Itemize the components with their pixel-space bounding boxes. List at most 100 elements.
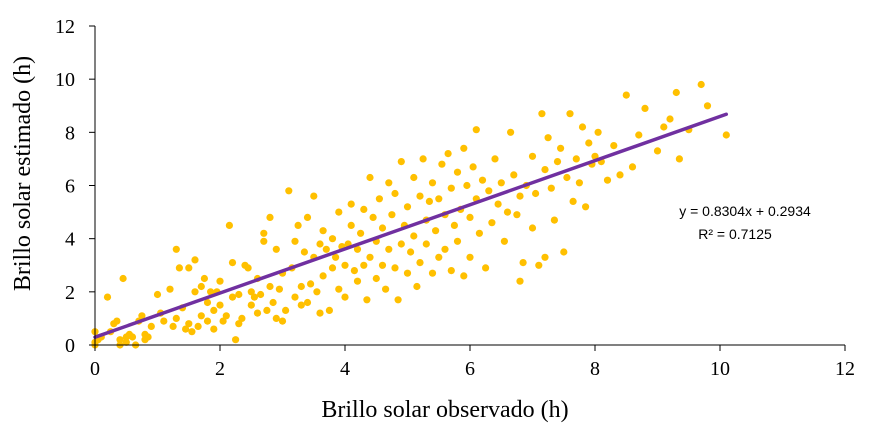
y-tick-label: 12 (55, 16, 75, 38)
data-point (172, 245, 180, 253)
data-point (575, 179, 584, 187)
data-point (300, 248, 308, 256)
data-point (316, 309, 324, 317)
data-point (244, 264, 252, 272)
data-point (532, 189, 540, 198)
data-point (235, 320, 243, 328)
data-point (297, 282, 305, 291)
data-point (219, 317, 227, 325)
data-point (478, 176, 487, 184)
data-point (200, 274, 208, 283)
data-point (435, 253, 443, 261)
data-point (591, 152, 599, 160)
data-point (313, 288, 321, 296)
data-point (103, 293, 112, 301)
data-point (391, 189, 399, 198)
data-point (497, 179, 505, 187)
data-point (563, 173, 571, 182)
data-point (169, 322, 177, 330)
data-point (441, 245, 449, 253)
data-point (453, 168, 462, 176)
data-point (722, 131, 730, 139)
data-point (325, 306, 333, 314)
trendline (93, 112, 728, 339)
data-point (228, 259, 237, 267)
data-point (403, 203, 412, 211)
data-point (119, 274, 127, 283)
x-tick-label: 10 (710, 358, 730, 380)
data-point (347, 221, 355, 229)
data-point (582, 203, 590, 211)
data-point (285, 187, 293, 195)
data-point (360, 261, 368, 269)
data-point (435, 195, 443, 203)
data-point (335, 208, 343, 216)
data-point (482, 264, 490, 272)
data-point (266, 282, 274, 291)
data-point (166, 285, 174, 293)
data-point (360, 205, 368, 213)
data-point (503, 208, 512, 216)
data-point (278, 317, 287, 325)
data-point (372, 274, 380, 283)
data-point (147, 322, 155, 330)
data-point (447, 184, 455, 192)
data-point (144, 333, 152, 341)
data-points (91, 80, 730, 349)
trendline-equation: y = 0.8304x + 0.2934 (679, 203, 811, 219)
data-point (507, 128, 515, 136)
r-squared-label: R² = 0.7125 (698, 226, 772, 242)
data-point (438, 160, 446, 168)
data-point (353, 245, 362, 253)
data-point (294, 221, 302, 229)
data-point (472, 126, 480, 134)
data-point (653, 147, 662, 155)
x-tick-label: 0 (90, 358, 100, 380)
data-point (182, 325, 190, 333)
data-point (175, 264, 183, 272)
data-point (297, 301, 305, 309)
data-point (513, 211, 521, 219)
data-point (228, 293, 237, 301)
data-point (410, 232, 418, 240)
data-point (188, 328, 196, 336)
data-point (544, 134, 552, 142)
data-point (210, 306, 218, 314)
data-point (216, 301, 224, 309)
data-point (541, 253, 549, 261)
data-point (463, 181, 471, 190)
data-point (541, 166, 549, 174)
data-point (569, 197, 577, 205)
data-point (460, 144, 468, 152)
data-point (425, 197, 433, 205)
data-point (310, 192, 318, 200)
data-point (366, 253, 374, 261)
data-point (578, 123, 587, 131)
data-point (641, 104, 649, 112)
data-point (257, 290, 265, 299)
data-point (347, 200, 355, 208)
data-point (547, 184, 555, 192)
data-point (235, 290, 243, 299)
data-point (585, 139, 593, 147)
data-point (366, 173, 374, 182)
data-point (622, 91, 630, 99)
data-point (160, 317, 168, 325)
data-point (247, 288, 255, 296)
y-tick-label: 2 (65, 282, 75, 304)
data-point (566, 110, 574, 118)
data-point (350, 267, 358, 275)
data-point (516, 277, 524, 285)
data-point (450, 221, 458, 229)
data-point (122, 338, 130, 346)
data-point (203, 317, 212, 325)
data-point (410, 173, 418, 182)
data-point (419, 155, 427, 163)
data-point (616, 171, 624, 179)
y-tick-label: 8 (65, 122, 75, 144)
ticks: 0 2 4 6 8 10 12 0 2 4 6 8 10 12 (55, 16, 855, 380)
data-point (375, 195, 383, 203)
y-tick-label: 10 (55, 69, 75, 91)
data-point (303, 298, 312, 307)
